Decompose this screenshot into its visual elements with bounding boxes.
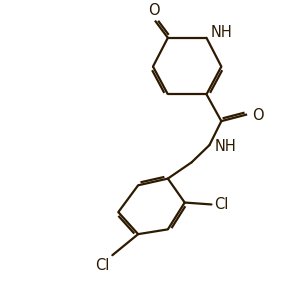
Text: O: O: [252, 108, 264, 123]
Text: O: O: [148, 3, 160, 18]
Text: Cl: Cl: [214, 197, 229, 212]
Text: Cl: Cl: [95, 258, 109, 273]
Text: NH: NH: [210, 25, 232, 40]
Text: NH: NH: [214, 139, 236, 154]
